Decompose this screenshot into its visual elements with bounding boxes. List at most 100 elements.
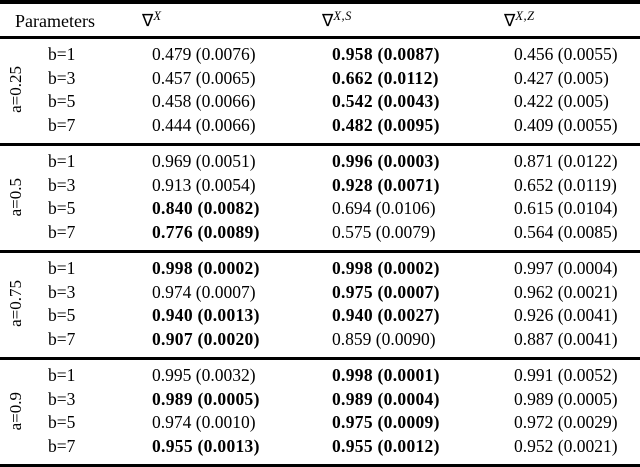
value-cell: 0.974 (0.0007)	[152, 281, 256, 302]
value-cell-bold: 0.996 (0.0003)	[332, 151, 440, 171]
col-header-gradient-xz: ∇X,Z	[502, 2, 640, 38]
value-cell: 0.995 (0.0032)	[152, 365, 256, 385]
value-cell: 0.457 (0.0065)	[152, 67, 256, 88]
value-cell: 0.989 (0.0005)	[514, 388, 618, 409]
b-param-label: b=3	[48, 67, 76, 88]
nabla-icon: ∇	[504, 11, 516, 31]
param-group-a-0.25: a=0.25 b=1 0.479 (0.0076) 0.958 (0.0087) 0.4…	[0, 37, 640, 145]
table-row: a=0.25 b=1 0.479 (0.0076) 0.958 (0.0087) 0.4…	[0, 38, 640, 113]
b-param-label: b=7	[48, 221, 76, 242]
value-cell-bold: 0.955 (0.0012)	[332, 435, 440, 456]
b-param-label: b=1	[48, 258, 76, 278]
value-cell: 0.991 (0.0052)	[514, 365, 618, 385]
b-param-label: b=5	[48, 198, 76, 218]
group-a-label: a=0.5	[5, 177, 25, 216]
value-cell: 0.997 (0.0004)	[514, 258, 618, 278]
value-cell-bold: 0.940 (0.0013)	[152, 305, 260, 325]
b-param-label: b=7	[48, 435, 76, 456]
value-cell-bold: 0.975 (0.0009)	[332, 412, 440, 432]
value-cell: 0.564 (0.0085)	[514, 221, 618, 242]
param-group-a-0.9: a=0.9 b=1 0.995 (0.0032) 0.998 (0.0001) 0.99…	[0, 358, 640, 467]
value-cell-bold: 0.482 (0.0095)	[332, 114, 440, 135]
value-cell: 0.615 (0.0104)	[514, 198, 618, 218]
value-cell-bold: 0.975 (0.0007)	[332, 281, 440, 302]
value-cell: 0.458 (0.0066)	[152, 91, 256, 111]
param-group-a-0.75: a=0.75 b=1 0.998 (0.0002) 0.998 (0.0002) 0.9…	[0, 251, 640, 359]
value-cell-bold: 0.940 (0.0027)	[332, 305, 440, 325]
table-row: b=7 0.444 (0.0066) 0.482 (0.0095) 0.409 (0.…	[0, 114, 640, 145]
value-cell: 0.422 (0.005)	[514, 91, 609, 111]
param-group-a-0.5: a=0.5 b=1 0.969 (0.0051) 0.996 (0.0003) 0.87…	[0, 144, 640, 252]
value-cell-bold: 0.840 (0.0082)	[152, 198, 260, 218]
b-param-label: b=7	[48, 328, 76, 349]
value-cell-bold: 0.928 (0.0071)	[332, 174, 440, 195]
group-a-label-cell: a=0.5	[0, 145, 30, 252]
value-cell: 0.972 (0.0029)	[514, 412, 618, 432]
value-cell-bold: 0.998 (0.0002)	[332, 258, 440, 278]
parameters-header: Parameters	[15, 10, 95, 31]
group-a-label: a=0.75	[5, 280, 25, 328]
value-cell: 0.575 (0.0079)	[332, 221, 436, 242]
col-header-superscript: X,S	[333, 9, 352, 23]
value-cell: 0.871 (0.0122)	[514, 151, 618, 171]
nabla-icon: ∇	[322, 11, 334, 31]
b-param-label: b=3	[48, 174, 76, 195]
b-param-label: b=1	[48, 44, 76, 64]
value-cell-bold: 0.958 (0.0087)	[332, 44, 440, 64]
value-cell: 0.694 (0.0106)	[332, 198, 436, 218]
value-cell: 0.444 (0.0066)	[152, 114, 256, 135]
value-cell: 0.479 (0.0076)	[152, 44, 256, 64]
group-a-label-cell: a=0.9	[0, 359, 30, 467]
table-row: b=5 0.840 (0.0082) 0.694 (0.0106) 0.615 (0.…	[0, 197, 640, 221]
group-a-label-cell: a=0.25	[0, 38, 30, 145]
value-cell-bold: 0.542 (0.0043)	[332, 91, 440, 111]
b-param-label: b=5	[48, 412, 76, 432]
value-cell-bold: 0.955 (0.0013)	[152, 435, 260, 456]
table-row: a=0.5 b=1 0.969 (0.0051) 0.996 (0.0003) 0.87…	[0, 145, 640, 216]
table-row: b=3 0.457 (0.0065) 0.662 (0.0112) 0.427 (0.…	[0, 67, 640, 91]
b-param-label: b=7	[48, 114, 76, 135]
table-row: b=5 0.458 (0.0066) 0.542 (0.0043) 0.422 (0.…	[0, 90, 640, 114]
col-header-superscript: X,Z	[515, 9, 535, 23]
value-cell-bold: 0.907 (0.0020)	[152, 328, 260, 349]
col-header-gradient-x: ∇X	[140, 2, 320, 38]
col-header-gradient-xs: ∇X,S	[320, 2, 502, 38]
group-a-label: a=0.25	[5, 66, 25, 114]
b-param-label: b=1	[48, 151, 76, 171]
table-row: b=3 0.989 (0.0005) 0.989 (0.0004) 0.989 (0.…	[0, 388, 640, 412]
group-a-label-cell: a=0.75	[0, 252, 30, 359]
value-cell: 0.962 (0.0021)	[514, 281, 618, 302]
col-header-superscript: X	[153, 9, 162, 23]
b-param-label: b=3	[48, 388, 76, 409]
value-cell-bold: 0.989 (0.0004)	[332, 388, 440, 409]
b-param-label: b=1	[48, 365, 76, 385]
value-cell: 0.427 (0.005)	[514, 67, 609, 88]
value-cell: 0.974 (0.0010)	[152, 412, 256, 432]
value-cell-bold: 0.998 (0.0001)	[332, 365, 440, 385]
table-row: a=0.9 b=1 0.995 (0.0032) 0.998 (0.0001) 0.99…	[0, 359, 640, 430]
b-param-label: b=3	[48, 281, 76, 302]
value-cell-bold: 0.662 (0.0112)	[332, 67, 439, 88]
table-row: b=7 0.776 (0.0089) 0.575 (0.0079) 0.564 (0.…	[0, 221, 640, 252]
table-row: a=0.75 b=1 0.998 (0.0002) 0.998 (0.0002) 0.9…	[0, 252, 640, 327]
table-row: b=7 0.955 (0.0013) 0.955 (0.0012) 0.952 (0.…	[0, 435, 640, 467]
value-cell: 0.409 (0.0055)	[514, 114, 618, 135]
table-row: b=5 0.974 (0.0010) 0.975 (0.0009) 0.972 (0.…	[0, 411, 640, 435]
b-param-label: b=5	[48, 305, 76, 325]
table-header: Parameters ∇X ∇X,S ∇X,Z	[0, 2, 640, 38]
value-cell: 0.926 (0.0041)	[514, 305, 618, 325]
value-cell: 0.952 (0.0021)	[514, 435, 618, 456]
b-param-label: b=5	[48, 91, 76, 111]
value-cell: 0.859 (0.0090)	[332, 328, 436, 349]
value-cell: 0.652 (0.0119)	[514, 174, 617, 195]
nabla-icon: ∇	[142, 11, 154, 31]
value-cell-bold: 0.998 (0.0002)	[152, 258, 260, 278]
table-row: b=7 0.907 (0.0020) 0.859 (0.0090) 0.887 (0.…	[0, 328, 640, 359]
value-cell: 0.969 (0.0051)	[152, 151, 256, 171]
group-a-label: a=0.9	[5, 391, 25, 430]
table-row: b=5 0.940 (0.0013) 0.940 (0.0027) 0.926 (0.…	[0, 304, 640, 328]
value-cell: 0.913 (0.0054)	[152, 174, 256, 195]
value-cell-bold: 0.989 (0.0005)	[152, 388, 260, 409]
